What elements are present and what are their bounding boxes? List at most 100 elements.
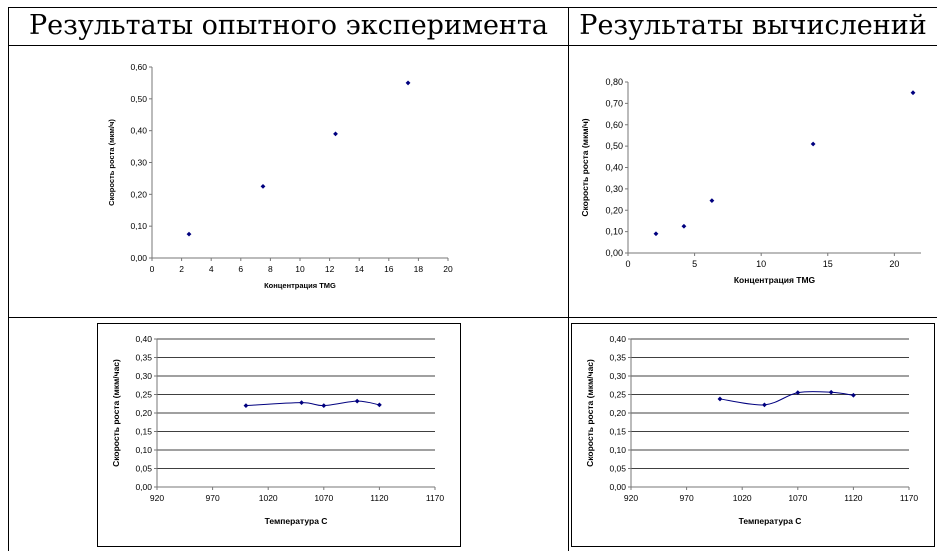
y-tick-label: 0,20 xyxy=(130,189,147,199)
data-point-marker xyxy=(709,198,715,204)
data-point-marker xyxy=(717,396,723,402)
table-header-divider xyxy=(8,45,937,46)
data-point-marker xyxy=(186,231,192,237)
y-tick-label: 0,15 xyxy=(609,427,626,437)
data-point-marker xyxy=(405,80,411,86)
x-tick-label: 0 xyxy=(625,259,630,269)
chart-experiment-concentration: 0,00 0,10 0,20 0,30 0,40 0,50 0,60 0 2 4 6 8 10 12 14 1… xyxy=(107,62,453,290)
y-tick-label: 0,10 xyxy=(605,227,623,237)
data-point-marker xyxy=(260,183,266,189)
y-tick-label: 0,30 xyxy=(605,184,623,194)
x-tick-label: 14 xyxy=(354,264,364,274)
y-tick-label: 0,80 xyxy=(605,77,623,87)
x-tick-label: 1070 xyxy=(314,493,333,503)
y-tick-label: 0,30 xyxy=(609,371,626,381)
y-tick-label: 0,05 xyxy=(135,464,152,474)
chart-frame-experiment-temperature xyxy=(97,323,461,547)
y-tick-label: 0,30 xyxy=(130,158,147,168)
x-tick-label: 1120 xyxy=(844,493,863,503)
y-tick-label: 0,35 xyxy=(609,353,626,363)
y-tick-label: 0,50 xyxy=(605,141,623,151)
data-point-marker xyxy=(653,231,659,237)
table-left-border xyxy=(8,7,9,551)
chart-computed-temperature: 0,00 0,05 0,10 0,15 0,20 0,25 0,30 0,35 0,40 920 9… xyxy=(585,334,919,526)
x-tick-label: 20 xyxy=(889,259,899,269)
x-axis-title: Температура С xyxy=(739,516,802,526)
data-point-marker xyxy=(377,402,382,408)
table-top-border xyxy=(8,7,937,8)
y-axis-title: Скорость роста (мкм/час) xyxy=(111,359,121,467)
x-tick-label: 10 xyxy=(756,259,766,269)
y-axis-title: Скорость роста (мкм/час) xyxy=(585,359,595,467)
column-header-experiment: Результаты опытного эксперимента xyxy=(29,10,548,41)
data-point-marker xyxy=(333,131,338,137)
y-tick-label: 0,10 xyxy=(609,445,626,455)
chart-experiment-temperature: 0,00 0,05 0,10 0,15 0,20 0,25 0,30 0,35 0,40 920 9… xyxy=(111,334,445,526)
data-point-marker xyxy=(851,392,856,398)
y-tick-label: 0,20 xyxy=(609,408,626,418)
y-tick-label: 0,00 xyxy=(130,253,147,263)
y-tick-label: 0,00 xyxy=(135,482,152,492)
x-tick-label: 920 xyxy=(150,493,164,503)
x-axis-title: Температура С xyxy=(265,516,328,526)
x-tick-label: 6 xyxy=(238,264,243,274)
table-column-divider xyxy=(568,7,569,551)
y-tick-label: 0,40 xyxy=(135,334,152,344)
table-row-divider xyxy=(8,317,937,318)
x-axis-title: Концентрация TMG xyxy=(264,281,336,290)
x-tick-label: 1020 xyxy=(259,493,278,503)
data-point-marker xyxy=(810,141,816,147)
data-point-marker xyxy=(828,389,834,395)
x-tick-label: 1120 xyxy=(370,493,389,503)
data-point-marker xyxy=(321,403,327,408)
y-tick-label: 0,20 xyxy=(135,408,152,418)
x-tick-label: 15 xyxy=(823,259,833,269)
y-axis-title: Скорость роста (мкм/ч) xyxy=(580,118,590,216)
y-tick-label: 0,20 xyxy=(605,205,623,215)
column-header-computation: Результаты вычислений xyxy=(579,10,927,41)
x-tick-label: 8 xyxy=(268,264,273,274)
y-tick-label: 0,50 xyxy=(130,94,147,104)
x-tick-label: 1170 xyxy=(426,493,445,503)
x-tick-label: 970 xyxy=(680,493,694,503)
y-tick-label: 0,10 xyxy=(135,445,152,455)
y-tick-label: 0,60 xyxy=(605,120,623,130)
data-point-marker xyxy=(243,403,249,408)
x-tick-label: 18 xyxy=(414,264,424,274)
chart-frame-computed-temperature xyxy=(571,323,935,547)
y-tick-label: 0,40 xyxy=(130,126,147,136)
x-tick-label: 1170 xyxy=(900,493,919,503)
data-point-marker xyxy=(681,223,687,229)
series-line xyxy=(245,400,380,407)
x-tick-label: 16 xyxy=(384,264,394,274)
y-tick-label: 0,30 xyxy=(135,371,152,381)
x-tick-label: 970 xyxy=(206,493,220,503)
x-tick-label: 12 xyxy=(325,264,335,274)
y-tick-label: 0,00 xyxy=(605,248,623,258)
x-axis-title: Концентрация TMG xyxy=(734,275,816,285)
y-tick-label: 0,15 xyxy=(135,427,152,437)
y-tick-label: 0,00 xyxy=(609,482,626,492)
data-point-marker xyxy=(795,390,801,396)
x-tick-label: 1070 xyxy=(788,493,807,503)
y-tick-label: 0,25 xyxy=(609,390,626,400)
data-point-marker xyxy=(354,398,360,404)
data-point-marker xyxy=(910,90,916,96)
x-tick-label: 2 xyxy=(179,264,184,274)
data-point-marker xyxy=(762,402,767,408)
x-tick-label: 1020 xyxy=(733,493,752,503)
y-tick-label: 0,40 xyxy=(609,334,626,344)
chart-computed-concentration: 0,00 0,10 0,20 0,30 0,40 0,50 0,60 0,70 0,80 0 5 10… xyxy=(580,77,921,285)
data-point-marker xyxy=(299,400,304,406)
x-tick-label: 20 xyxy=(443,264,453,274)
x-tick-label: 10 xyxy=(295,264,305,274)
y-tick-label: 0,60 xyxy=(130,62,147,72)
y-tick-label: 0,70 xyxy=(605,98,623,108)
x-tick-label: 4 xyxy=(209,264,214,274)
x-tick-label: 0 xyxy=(150,264,155,274)
y-axis-title: Скорость роста (мкм/ч) xyxy=(107,119,116,206)
y-tick-label: 0,05 xyxy=(609,464,626,474)
y-tick-label: 0,40 xyxy=(605,163,623,173)
series-line xyxy=(719,390,854,406)
